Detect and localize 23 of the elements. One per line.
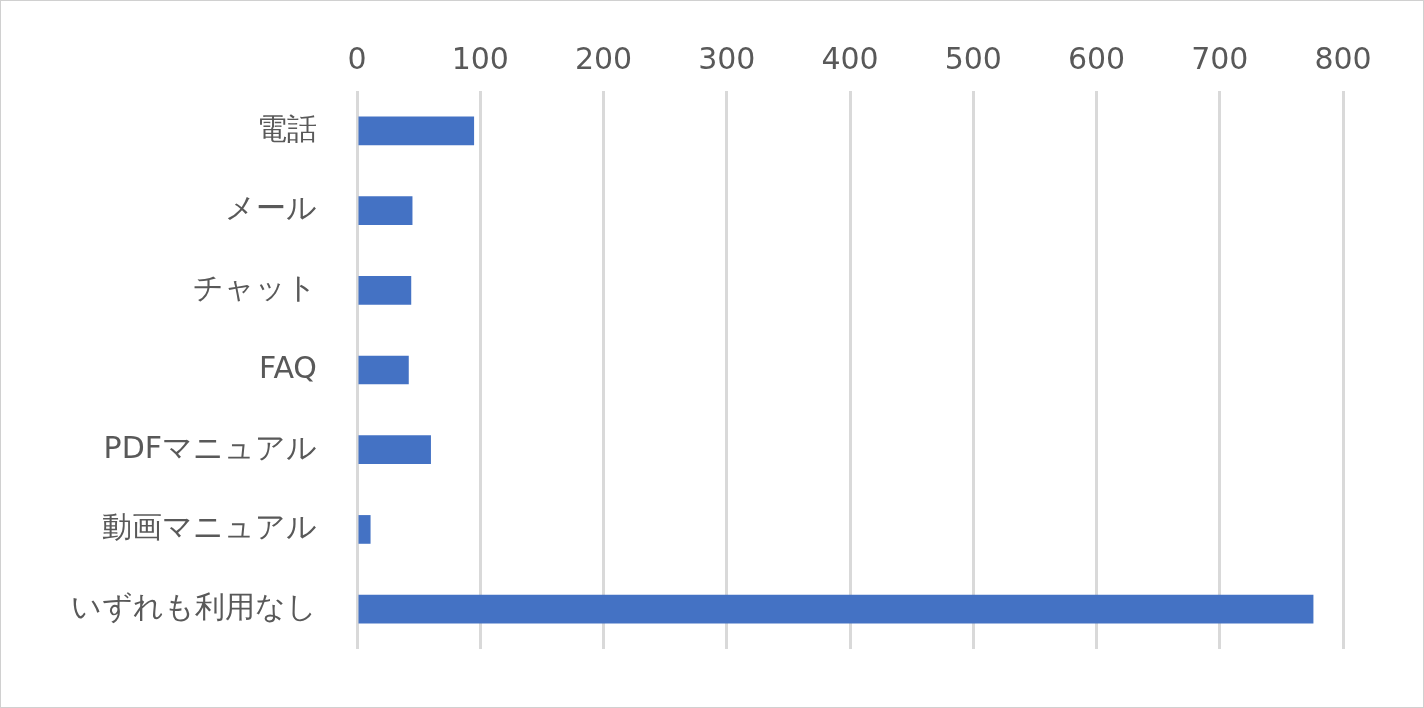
y-tick-label: FAQ [258, 349, 317, 385]
x-tick-label: 200 [574, 40, 633, 76]
y-tick-label: いずれも利用なし [71, 588, 317, 624]
x-tick-label: 500 [944, 40, 1002, 76]
bar [358, 355, 409, 385]
x-tick-label: 300 [698, 40, 756, 76]
x-tick-label: 600 [1067, 40, 1126, 76]
y-tick-label: 電話 [257, 110, 317, 146]
y-tick-label: PDFマニュアル [103, 429, 317, 465]
bar [358, 435, 431, 465]
bar [358, 116, 475, 146]
x-tick-label: 0 [347, 40, 367, 76]
x-tick-label: 400 [821, 40, 879, 76]
y-tick-label: メール [225, 190, 317, 226]
y-tick-label: 動画マニュアル [102, 509, 317, 545]
bar [358, 196, 413, 225]
x-tick-label: 700 [1191, 40, 1249, 76]
bar [358, 515, 371, 544]
bar [358, 594, 1314, 624]
x-tick-label: 800 [1314, 40, 1372, 76]
y-tick-label: チャット [193, 270, 317, 306]
x-tick-label: 100 [451, 40, 509, 76]
bar [358, 275, 412, 305]
